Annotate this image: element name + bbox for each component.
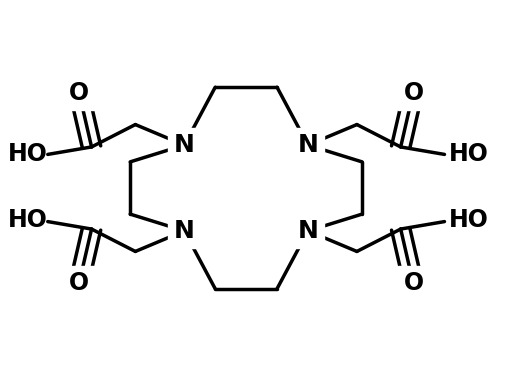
Text: O: O (68, 81, 89, 105)
Text: O: O (68, 271, 89, 295)
Text: N: N (174, 133, 195, 157)
Text: HO: HO (8, 143, 48, 167)
Text: O: O (404, 81, 424, 105)
Text: HO: HO (8, 208, 48, 232)
Text: O: O (404, 271, 424, 295)
Text: N: N (174, 219, 195, 243)
Text: N: N (297, 133, 319, 157)
Text: HO: HO (449, 143, 489, 167)
Text: HO: HO (449, 208, 489, 232)
Text: N: N (297, 219, 319, 243)
